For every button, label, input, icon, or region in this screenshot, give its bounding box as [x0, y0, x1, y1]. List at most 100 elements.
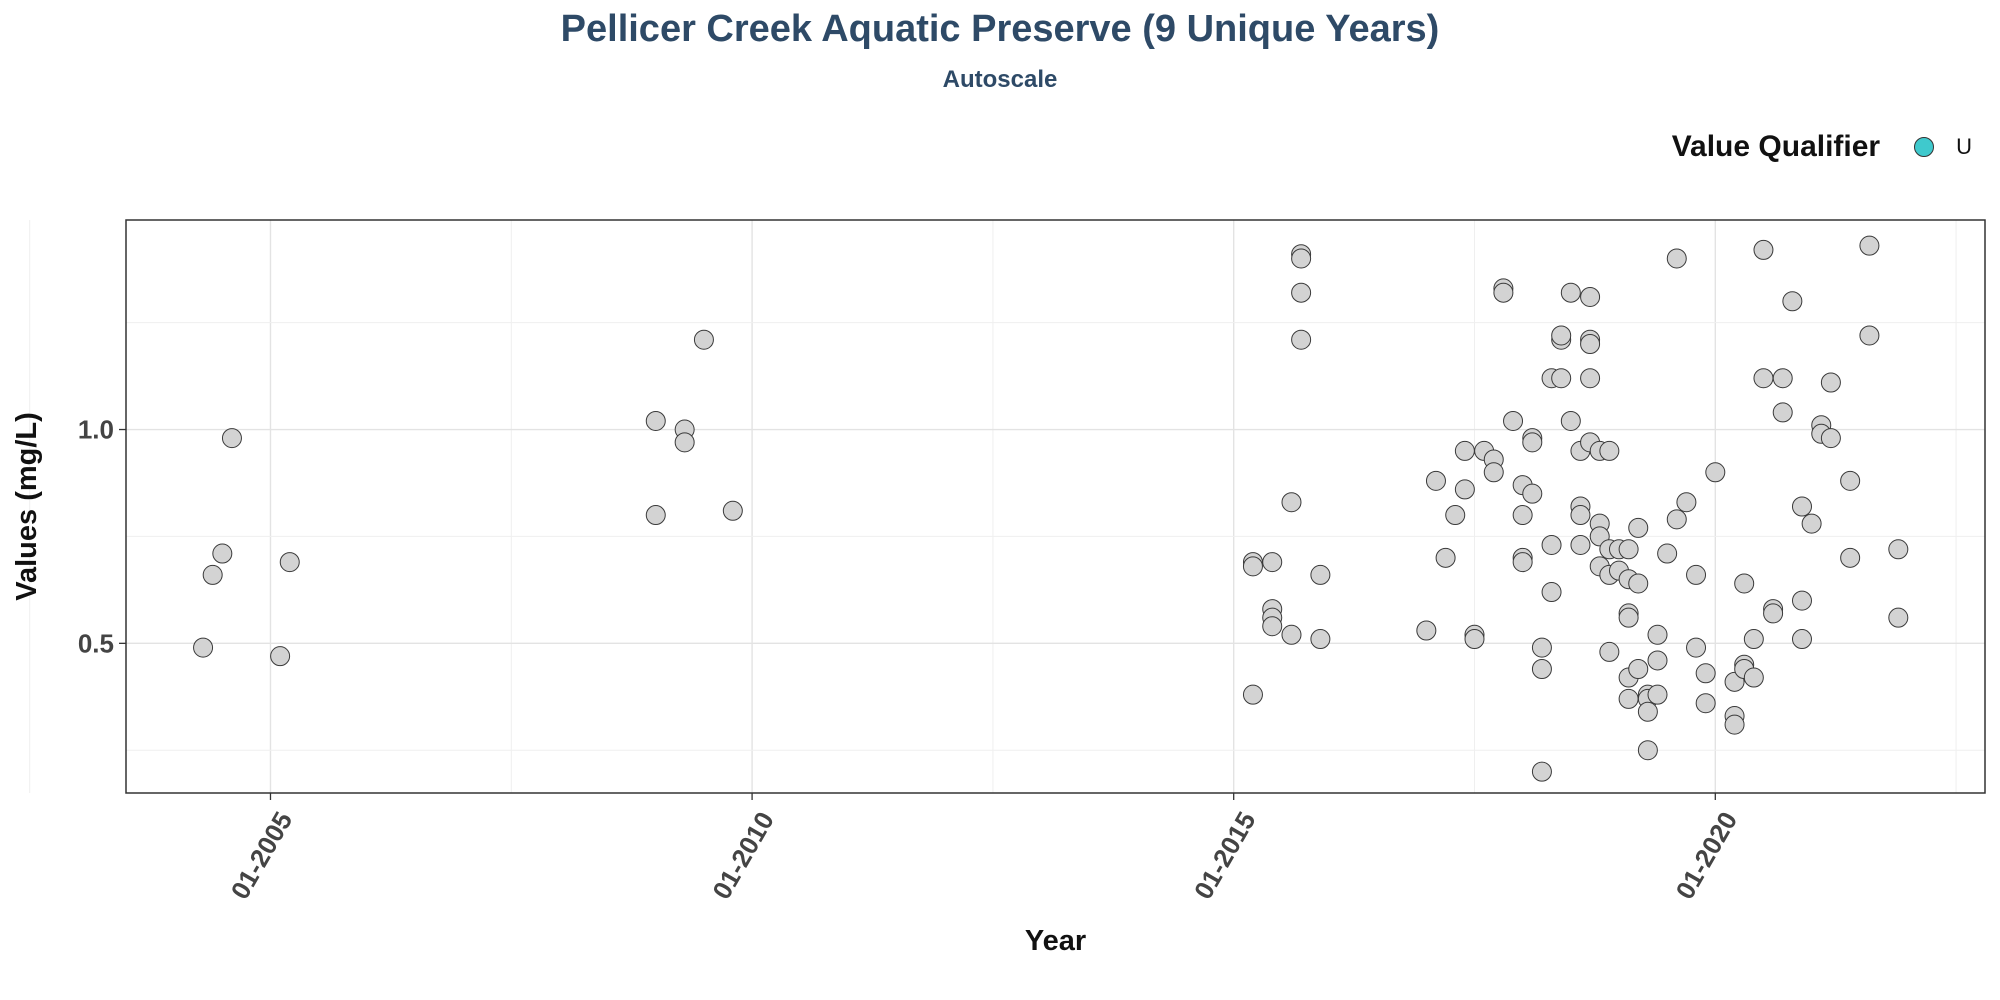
- data-point: [645, 410, 666, 431]
- data-point: [674, 432, 695, 453]
- data-point: [1522, 483, 1543, 504]
- data-points: [193, 235, 1909, 782]
- data-point: [1291, 329, 1312, 350]
- data-point: [1551, 325, 1572, 346]
- data-point: [1724, 714, 1745, 735]
- legend-key-icon: [1914, 137, 1935, 157]
- data-point: [1262, 616, 1283, 637]
- data-point: [1782, 291, 1803, 312]
- data-point: [1541, 582, 1562, 603]
- data-point: [1743, 629, 1764, 650]
- data-point: [1503, 410, 1524, 431]
- data-point: [1512, 552, 1533, 573]
- data-point: [1763, 603, 1784, 624]
- data-point: [1560, 282, 1581, 303]
- data-point: [1628, 573, 1649, 594]
- data-point: [1454, 440, 1475, 461]
- y-axis-label: Values (mg/L): [11, 412, 43, 601]
- data-point: [1483, 462, 1504, 483]
- data-point: [1734, 573, 1755, 594]
- data-point: [270, 646, 291, 667]
- data-point: [1618, 539, 1639, 560]
- x-tick-label: 01-2015: [1188, 807, 1262, 905]
- data-point: [1666, 248, 1687, 269]
- data-point: [1676, 492, 1697, 513]
- data-point: [1281, 492, 1302, 513]
- data-point: [1531, 658, 1552, 679]
- data-point: [1618, 607, 1639, 628]
- data-point: [1772, 402, 1793, 423]
- data-point: [1242, 684, 1263, 705]
- data-point: [1242, 556, 1263, 577]
- data-point: [212, 543, 233, 564]
- data-point: [1820, 428, 1841, 449]
- legend-label: U: [1956, 134, 1972, 159]
- data-point: [1628, 658, 1649, 679]
- x-tick-label: 01-2010: [706, 807, 780, 905]
- data-point: [1599, 641, 1620, 662]
- data-point: [1695, 663, 1716, 684]
- data-point: [1628, 517, 1649, 538]
- data-point: [1637, 701, 1658, 722]
- y-tick-label: 1.0: [78, 415, 114, 445]
- data-point: [1454, 479, 1475, 500]
- data-point: [1560, 410, 1581, 431]
- data-point: [1840, 547, 1861, 568]
- data-point: [645, 505, 666, 526]
- data-point: [1753, 368, 1774, 389]
- data-point: [1425, 470, 1446, 491]
- data-point: [1666, 509, 1687, 530]
- data-point: [1888, 539, 1909, 560]
- data-point: [1657, 543, 1678, 564]
- data-point: [1570, 534, 1591, 555]
- data-point: [221, 428, 242, 449]
- data-point: [1599, 440, 1620, 461]
- data-point: [1791, 629, 1812, 650]
- data-point: [1801, 513, 1822, 534]
- plot-panel-border: [125, 219, 1986, 794]
- data-point: [1580, 286, 1601, 307]
- data-point: [1541, 534, 1562, 555]
- data-point: [1791, 590, 1812, 611]
- legend: Value Qualifier U: [1672, 130, 1972, 164]
- data-point: [1753, 239, 1774, 260]
- data-point: [1522, 432, 1543, 453]
- data-point: [193, 637, 214, 658]
- data-point: [279, 552, 300, 573]
- data-point: [1772, 368, 1793, 389]
- data-point: [1291, 282, 1312, 303]
- data-point: [1281, 624, 1302, 645]
- chart-title: Pellicer Creek Aquatic Preserve (9 Uniqu…: [560, 8, 1440, 50]
- data-point: [1686, 564, 1707, 585]
- data-point: [1310, 564, 1331, 585]
- data-point: [1551, 368, 1572, 389]
- data-point: [1580, 334, 1601, 355]
- data-point: [1888, 607, 1909, 628]
- data-point: [202, 564, 223, 585]
- x-axis-label: Year: [1025, 925, 1086, 957]
- data-point: [1840, 470, 1861, 491]
- data-point: [1859, 235, 1880, 256]
- chart-subtitle: Autoscale: [942, 66, 1058, 93]
- axis-ticks: 01-2005 01-2010 01-2015 01-2020 0.5 1.0: [78, 415, 1743, 905]
- data-point: [1791, 496, 1812, 517]
- data-point: [1416, 620, 1437, 641]
- data-point: [1531, 637, 1552, 658]
- data-point: [1445, 505, 1466, 526]
- data-point: [1647, 684, 1668, 705]
- data-point: [1262, 552, 1283, 573]
- data-point: [1464, 629, 1485, 650]
- data-point: [1743, 667, 1764, 688]
- data-point: [1820, 372, 1841, 393]
- data-point: [1647, 624, 1668, 645]
- data-point: [1580, 368, 1601, 389]
- data-point: [1695, 693, 1716, 714]
- data-point: [1705, 462, 1726, 483]
- data-point: [1859, 325, 1880, 346]
- data-point: [693, 329, 714, 350]
- data-point: [1570, 505, 1591, 526]
- data-point: [1637, 740, 1658, 761]
- data-point: [1531, 761, 1552, 782]
- data-point: [1686, 637, 1707, 658]
